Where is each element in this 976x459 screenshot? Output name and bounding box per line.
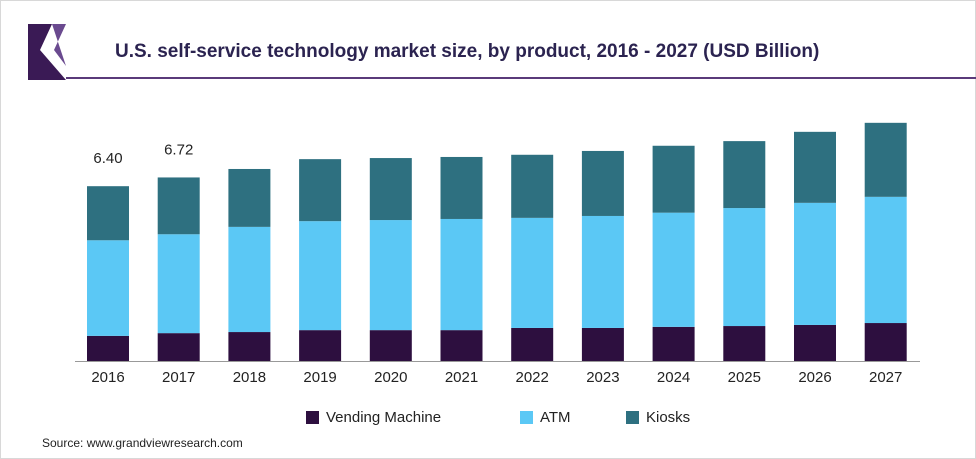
bar-segment [440,218,483,331]
x-tick-label: 2018 [233,369,266,386]
x-tick-label: 2026 [798,369,831,386]
bar-segment [157,234,200,334]
legend-swatch [520,411,533,424]
bar-segment [157,177,200,235]
bar-segment [228,332,271,361]
bar-segment [299,221,342,331]
x-tick-label: 2020 [374,369,407,386]
bar-segment [794,202,836,325]
total-label: 6.40 [93,150,122,167]
x-tick-label: 2023 [586,369,619,386]
bar-segment [723,208,766,327]
bar-segment [87,240,129,336]
bar-segment [794,324,836,361]
bar-segment [723,326,766,361]
legend-swatch [306,411,319,424]
bar-segment [228,168,271,227]
bar-segment [652,326,695,361]
bar-segment [299,330,342,361]
legend-swatch [626,411,639,424]
bar-segment [581,327,624,361]
bar-segment [864,196,907,324]
legend-label: ATM [540,409,571,426]
source: Source: www.grandviewresearch.com [42,436,243,450]
bar-segment [299,159,342,222]
bar-segment [581,150,624,216]
x-tick-label: 2019 [303,369,336,386]
bar-segment [864,323,907,361]
bar-segment [157,333,200,361]
bar-segment [87,186,129,241]
bar-segment [794,131,836,203]
bar-segment [864,122,907,197]
bar-segment [87,335,129,361]
bar-segment [369,220,412,331]
bar-segment [511,327,554,361]
bar-segment [511,154,554,218]
bar-segment [369,330,412,361]
bar-segment [723,141,766,209]
bar-segment [440,330,483,361]
bar-segment [440,156,483,219]
x-tick-label: 2016 [91,369,124,386]
bar-segment [652,212,695,327]
x-tick-label: 2027 [869,369,902,386]
x-tick-label: 2017 [162,369,195,386]
bar-segment [581,215,624,328]
bar-segment [228,226,271,333]
bar-segment [652,145,695,213]
chart-title: U.S. self-service technology market size… [115,41,819,62]
bar-segment [511,217,554,328]
logo-accent [52,24,66,66]
legend-label: Vending Machine [326,409,441,426]
x-tick-label: 2024 [657,369,690,386]
total-label: 6.72 [164,141,193,158]
bar-segment [369,158,412,221]
legend-label: Kiosks [646,409,690,426]
x-tick-label: 2025 [728,369,761,386]
x-tick-label: 2022 [516,369,549,386]
logo [28,24,66,80]
x-tick-label: 2021 [445,369,478,386]
